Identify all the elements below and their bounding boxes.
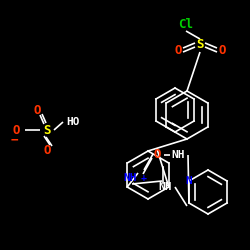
Text: Cl: Cl <box>178 18 194 32</box>
Text: S: S <box>196 38 204 52</box>
Text: O: O <box>33 104 41 117</box>
Text: NH: NH <box>123 173 137 183</box>
Text: −: − <box>10 134 18 146</box>
Text: O: O <box>12 124 20 136</box>
Text: O: O <box>174 44 182 57</box>
Text: O: O <box>153 148 161 162</box>
Text: N: N <box>186 176 192 186</box>
Text: HO: HO <box>66 117 80 127</box>
Text: O: O <box>218 44 226 57</box>
Text: NH: NH <box>158 182 172 192</box>
Text: NH: NH <box>171 150 185 160</box>
Text: S: S <box>43 124 51 136</box>
Text: +: + <box>141 173 147 183</box>
Text: O: O <box>43 144 51 156</box>
